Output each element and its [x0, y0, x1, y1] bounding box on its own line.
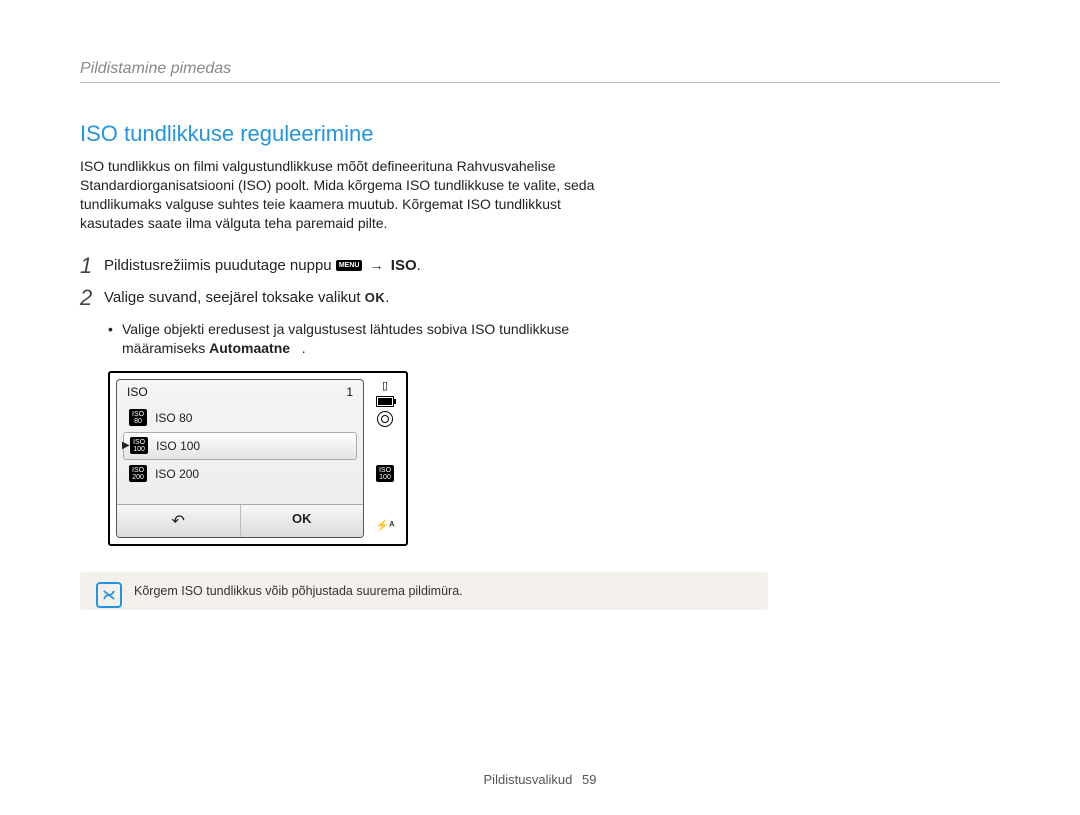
status-sidebar: ▯ ISO100 ⚡ᴬ: [370, 379, 400, 538]
arrow-icon: →: [367, 257, 387, 273]
iso-status-icon: ISO100: [376, 465, 394, 482]
flash-icon: ⚡ᴬ: [376, 521, 395, 532]
step-1-after: .: [417, 257, 421, 274]
screen-count: 1: [346, 385, 353, 399]
step-2-after: .: [385, 289, 389, 306]
screen-main: ISO 1 ISO80 ISO 80 ▶ ISO100 ISO 100 ISO2…: [116, 379, 364, 538]
ok-icon: OK: [365, 288, 386, 308]
step-2: 2 Valige suvand, seejärel toksake valiku…: [80, 287, 620, 310]
ok-button[interactable]: OK: [241, 505, 364, 537]
section-title: Pildistamine pimedas: [80, 60, 1000, 83]
battery-icon: [376, 396, 394, 407]
step-1: 1 Pildistusrežiimis puudutage nuppu MENU…: [80, 255, 620, 278]
iso-option-list: ISO80 ISO 80 ▶ ISO100 ISO 100 ISO200 ISO…: [123, 404, 357, 502]
step-number: 1: [80, 255, 104, 278]
iso-option-label: ISO 80: [155, 411, 192, 425]
note-box: Kõrgem ISO tundlikkus võib põhjustada su…: [80, 572, 768, 610]
screen-title: ISO: [127, 385, 148, 399]
iso-option-label: ISO 200: [155, 467, 199, 481]
iso-option-label: ISO 100: [156, 439, 200, 453]
back-button[interactable]: ↶: [117, 505, 241, 537]
step-2-text: Valige suvand, seejärel toksake valikut: [104, 289, 365, 306]
iso-option[interactable]: ISO80 ISO 80: [123, 404, 357, 432]
step-number: 2: [80, 287, 104, 310]
page-number: 59: [582, 772, 596, 787]
menu-icon: MENU: [336, 260, 363, 271]
footer-label: Pildistusvalikud: [484, 772, 573, 787]
memory-icon: ▯: [382, 381, 388, 392]
settings-icon: [377, 411, 393, 427]
iso-option-selected[interactable]: ▶ ISO100 ISO 100: [123, 432, 357, 460]
intro-paragraph: ISO tundlikkus on filmi valgustundlikkus…: [80, 157, 600, 233]
note-text: Kõrgem ISO tundlikkus võib põhjustada su…: [134, 584, 463, 598]
iso-option[interactable]: ISO200 ISO 200: [123, 460, 357, 488]
bullet-icon: •: [108, 320, 122, 359]
page-footer: Pildistusvalikud 59: [0, 772, 1080, 787]
substep-after: .: [302, 340, 306, 356]
substep-spacer: [290, 340, 302, 356]
selection-triangle-icon: ▶: [122, 440, 130, 451]
note-icon: [96, 582, 122, 608]
step-1-text: Pildistusrežiimis puudutage nuppu: [104, 257, 336, 274]
substep: • Valige objekti eredusest ja valgustuse…: [108, 320, 628, 359]
camera-screen-illustration: ISO 1 ISO80 ISO 80 ▶ ISO100 ISO 100 ISO2…: [108, 371, 408, 546]
page-heading: ISO tundlikkuse reguleerimine: [80, 121, 1000, 147]
step-1-target: ISO: [391, 257, 417, 274]
substep-text: Valige objekti eredusest ja valgustusest…: [122, 321, 569, 357]
substep-bold: Automaatne: [209, 340, 290, 356]
